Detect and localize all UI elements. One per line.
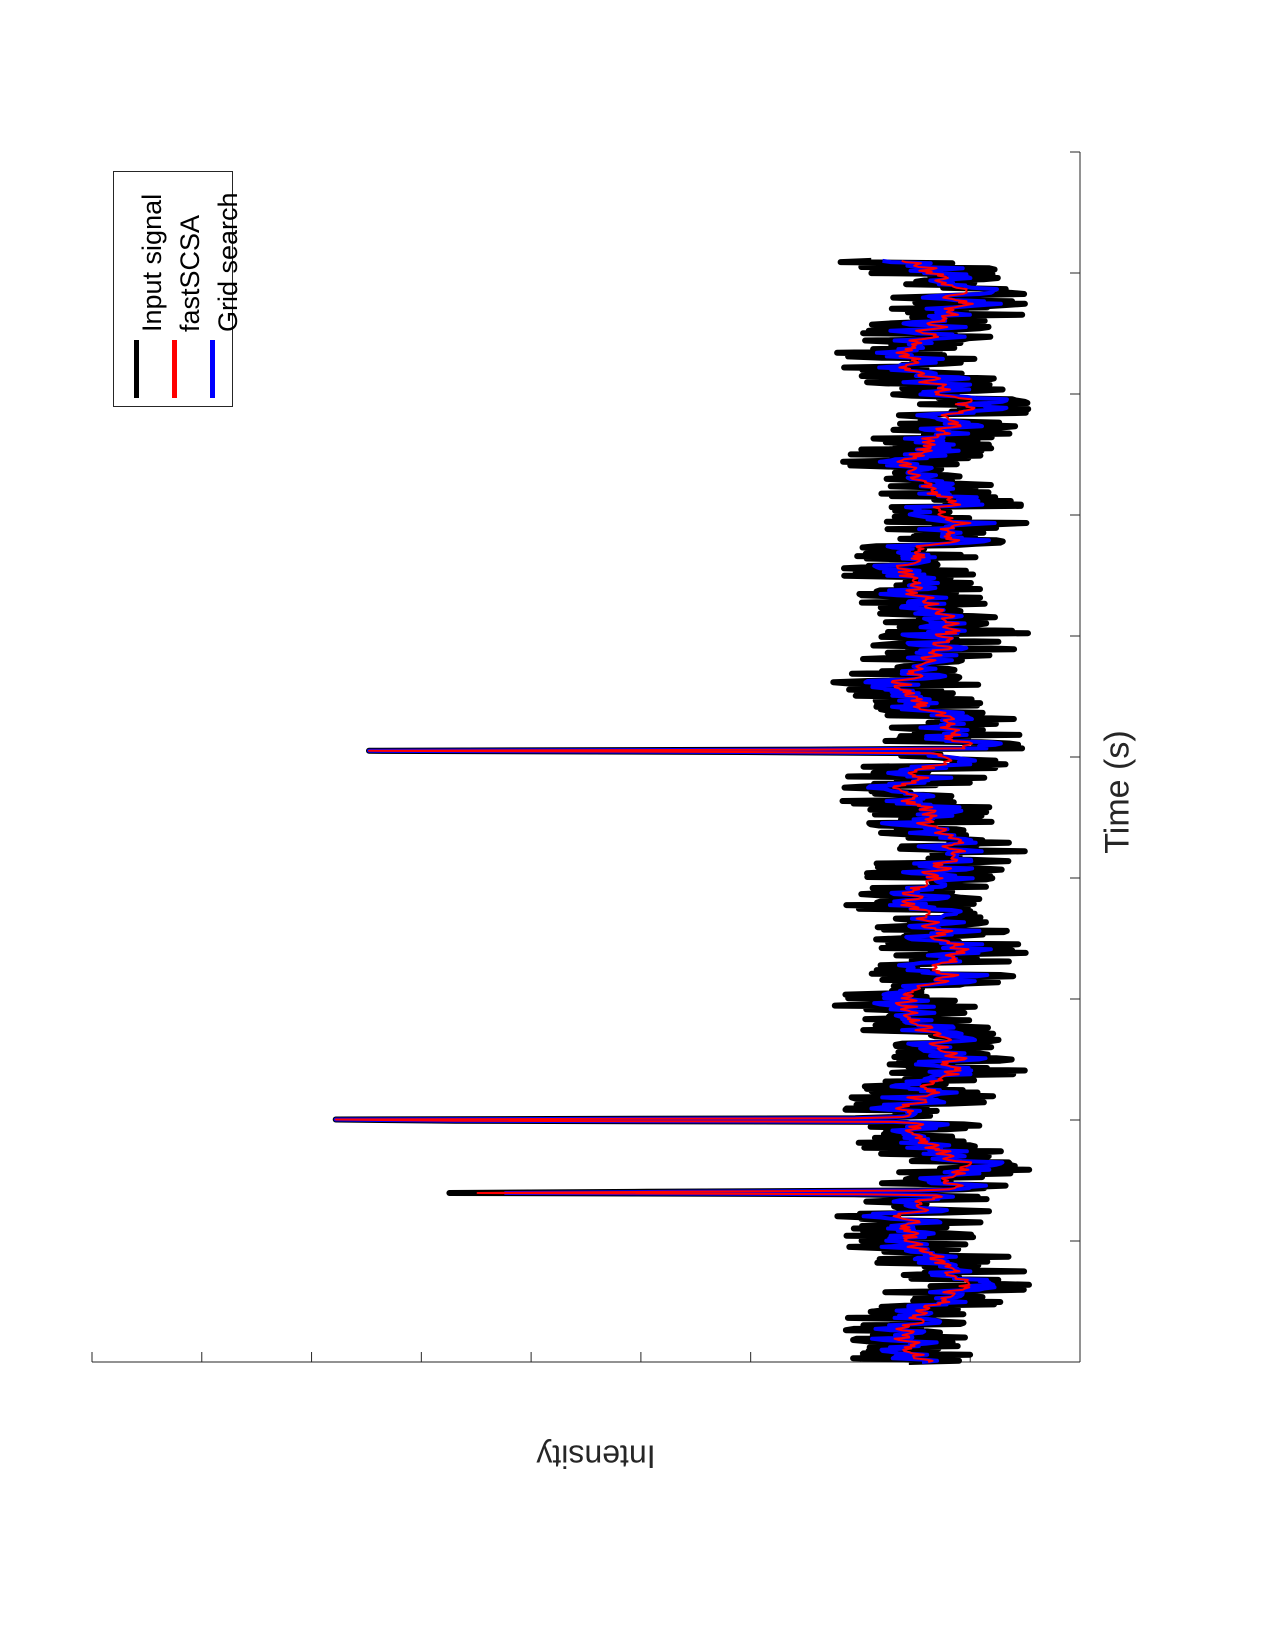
legend-label-grid-search: Grid search <box>213 192 243 332</box>
series-line-fastscsa <box>334 259 976 1363</box>
series-layer <box>332 257 1033 1365</box>
legend-swatch-grid-search <box>210 340 215 398</box>
x-axis-label: Time (s) <box>1098 730 1137 854</box>
legend: Input signal fastSCSA Grid search <box>113 171 243 408</box>
series-line-input-signal <box>332 257 1033 1365</box>
legend-swatch-fastscsa <box>172 340 177 398</box>
y-axis-label: Intensity <box>536 1438 656 1475</box>
legend-entry-fastscsa: fastSCSA <box>156 172 205 408</box>
legend-entry-grid-search: Grid search <box>194 172 243 408</box>
series-line-grid-search <box>333 258 1009 1364</box>
legend-swatch-input-signal <box>134 340 139 398</box>
legend-entry-input-signal: Input signal <box>118 172 167 408</box>
